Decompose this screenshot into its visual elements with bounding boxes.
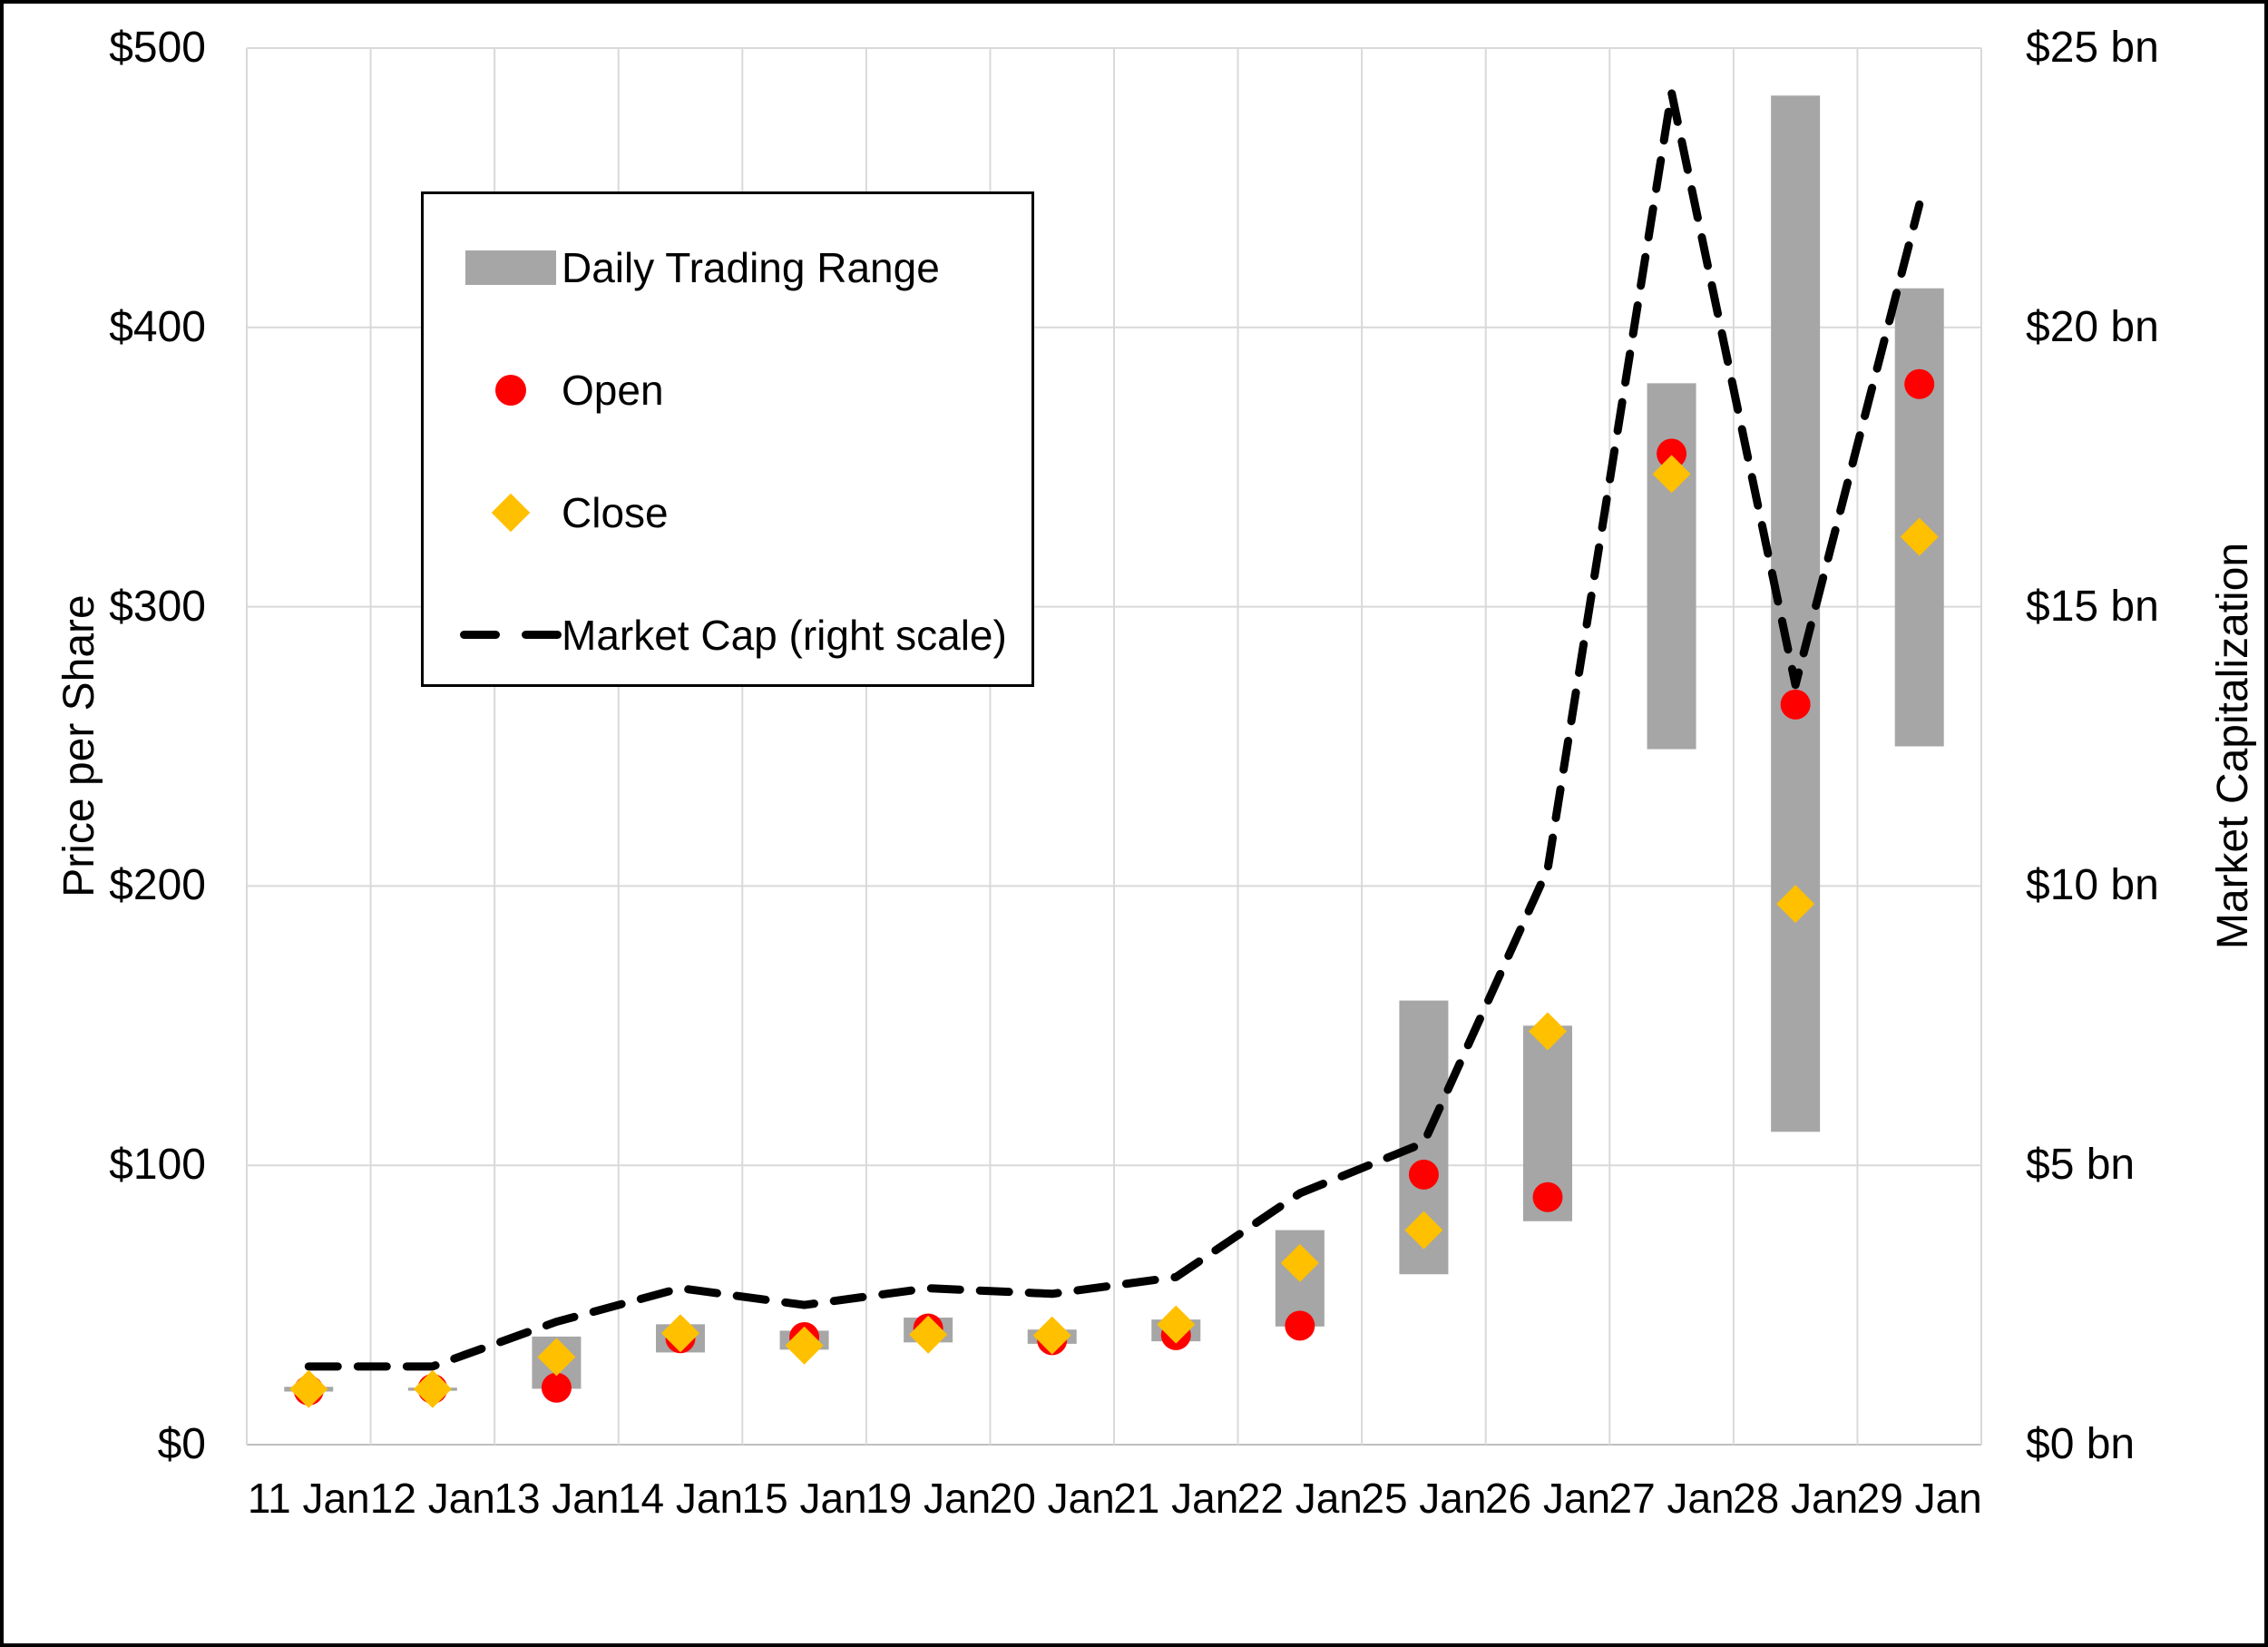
x-axis-tick-label: 19 Jan: [865, 1475, 992, 1522]
legend-label: Close: [562, 488, 669, 536]
close-marker: [909, 1315, 948, 1354]
close-marker: [1032, 1316, 1071, 1355]
legend-item: Daily Trading Range: [424, 206, 1031, 328]
close-marker: [1280, 1243, 1319, 1282]
x-axis-tick-label: 14 Jan: [617, 1475, 744, 1522]
close-marker: [1776, 885, 1815, 924]
x-axis-tick-label: 25 Jan: [1361, 1475, 1487, 1522]
left-axis-tick-label: $100: [109, 1141, 206, 1190]
open-marker: [1285, 1310, 1315, 1341]
left-axis-tick-label: $400: [109, 302, 206, 351]
open-marker: [1780, 689, 1811, 720]
open-marker: [541, 1372, 572, 1403]
left-axis-title: Price per Share: [55, 594, 103, 897]
legend-label: Daily Trading Range: [562, 243, 940, 291]
left-axis-tick-label: $200: [109, 861, 206, 910]
legend-marker: [460, 374, 562, 406]
daily-trading-range-bar: [1771, 95, 1821, 1132]
open-circle-icon: [495, 374, 526, 406]
left-axis-tick-label: $0: [157, 1420, 206, 1468]
right-axis-tick-label: $10 bn: [2026, 861, 2159, 910]
close-marker: [1404, 1211, 1443, 1250]
left-axis-tick-label: $500: [109, 24, 206, 72]
legend-label: Open: [562, 366, 664, 414]
legend-item: Close: [424, 451, 1031, 574]
left-axis-tick-label: $300: [109, 582, 206, 631]
right-axis-tick-label: $20 bn: [2026, 302, 2159, 351]
legend-marker: [460, 631, 562, 639]
x-axis-tick-label: 28 Jan: [1733, 1475, 1859, 1522]
x-axis-tick-label: 22 Jan: [1237, 1475, 1363, 1522]
open-marker: [1532, 1181, 1563, 1212]
right-axis-tick-label: $15 bn: [2026, 582, 2159, 631]
x-axis-tick-label: 20 Jan: [989, 1475, 1115, 1522]
right-axis-title: Market Capitalization: [2209, 542, 2257, 950]
x-axis-tick-label: 29 Jan: [1856, 1475, 1982, 1522]
open-marker: [1657, 438, 1687, 469]
x-axis-tick-label: 21 Jan: [1113, 1475, 1239, 1522]
close-diamond-icon: [491, 493, 531, 532]
x-axis-tick-label: 26 Jan: [1484, 1475, 1611, 1522]
dashed-line-swatch-icon: [460, 631, 562, 639]
legend-marker: [460, 250, 562, 285]
range-bar-swatch-icon: [465, 250, 556, 285]
x-axis-tick-label: 13 Jan: [494, 1475, 620, 1522]
right-axis-tick-label: $5 bn: [2026, 1141, 2136, 1190]
close-marker: [661, 1314, 699, 1353]
legend-label: Market Cap (right scale): [562, 611, 1007, 659]
daily-trading-range-bar: [1647, 383, 1696, 750]
right-axis-tick-label: $0 bn: [2026, 1420, 2136, 1468]
open-marker: [1904, 368, 1935, 399]
x-axis-tick-label: 12 Jan: [369, 1475, 495, 1522]
legend: Daily Trading Range Open Close Market Cap (…: [421, 191, 1034, 687]
close-marker: [1900, 517, 1939, 556]
legend-item: Market Cap (right scale): [424, 574, 1031, 696]
legend-item: Open: [424, 328, 1031, 451]
x-axis-tick-label: 11 Jan: [247, 1475, 370, 1522]
close-marker: [413, 1369, 452, 1408]
x-axis-tick-label: 27 Jan: [1608, 1475, 1735, 1522]
close-marker: [1157, 1305, 1196, 1344]
close-marker: [289, 1369, 328, 1408]
close-marker: [1652, 455, 1691, 494]
legend-marker: [460, 493, 562, 532]
market-cap-dashed-line: [304, 88, 1924, 1371]
right-axis-tick-label: $25 bn: [2026, 24, 2159, 72]
x-axis-tick-label: 15 Jan: [741, 1475, 867, 1522]
close-marker: [1529, 1012, 1567, 1051]
close-marker: [537, 1338, 576, 1377]
daily-trading-range-bar: [1894, 288, 1944, 747]
open-marker: [1408, 1159, 1439, 1190]
close-marker: [785, 1326, 824, 1365]
